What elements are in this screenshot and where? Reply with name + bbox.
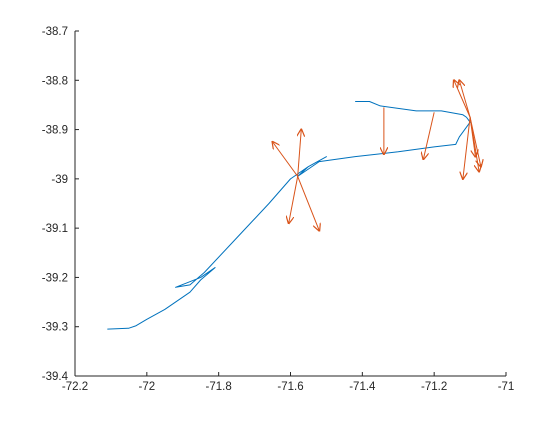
vector-arrow bbox=[454, 80, 471, 118]
y-tick-label: -39.4 bbox=[42, 371, 69, 383]
y-tick-label: -38.8 bbox=[42, 75, 68, 87]
plot-area bbox=[107, 80, 481, 330]
vector-arrow bbox=[463, 117, 471, 179]
y-tick-label: -39.3 bbox=[42, 322, 68, 334]
y-tick-label: -39.1 bbox=[42, 223, 68, 235]
vector-arrow bbox=[297, 176, 320, 230]
vector-arrow bbox=[273, 142, 299, 177]
x-tick-label: -71.8 bbox=[206, 381, 232, 393]
x-tick-label: -72.2 bbox=[62, 381, 88, 393]
x-tick-label: -71 bbox=[498, 381, 515, 393]
trajectory-line bbox=[107, 100, 471, 330]
vector-arrow bbox=[289, 176, 299, 223]
vector-arrow bbox=[423, 112, 435, 159]
vector-arrow bbox=[469, 117, 475, 156]
vector-arrow bbox=[298, 130, 302, 177]
x-tick-label: -71.6 bbox=[277, 381, 303, 393]
y-tick-label: -38.7 bbox=[42, 26, 68, 38]
x-tick-label: -71.4 bbox=[349, 381, 376, 393]
x-tick-label: -72 bbox=[139, 381, 156, 393]
x-tick-label: -71.2 bbox=[421, 381, 447, 393]
y-tick-label: -39 bbox=[51, 174, 68, 186]
y-tick-label: -39.2 bbox=[42, 272, 68, 284]
axes: -72.2 -72 -71.8 -71.6 -71.4 -71.2 -71 -39.4 -39.… bbox=[42, 26, 515, 393]
y-tick-label: -38.9 bbox=[42, 125, 68, 137]
vector-arrow bbox=[459, 80, 471, 118]
